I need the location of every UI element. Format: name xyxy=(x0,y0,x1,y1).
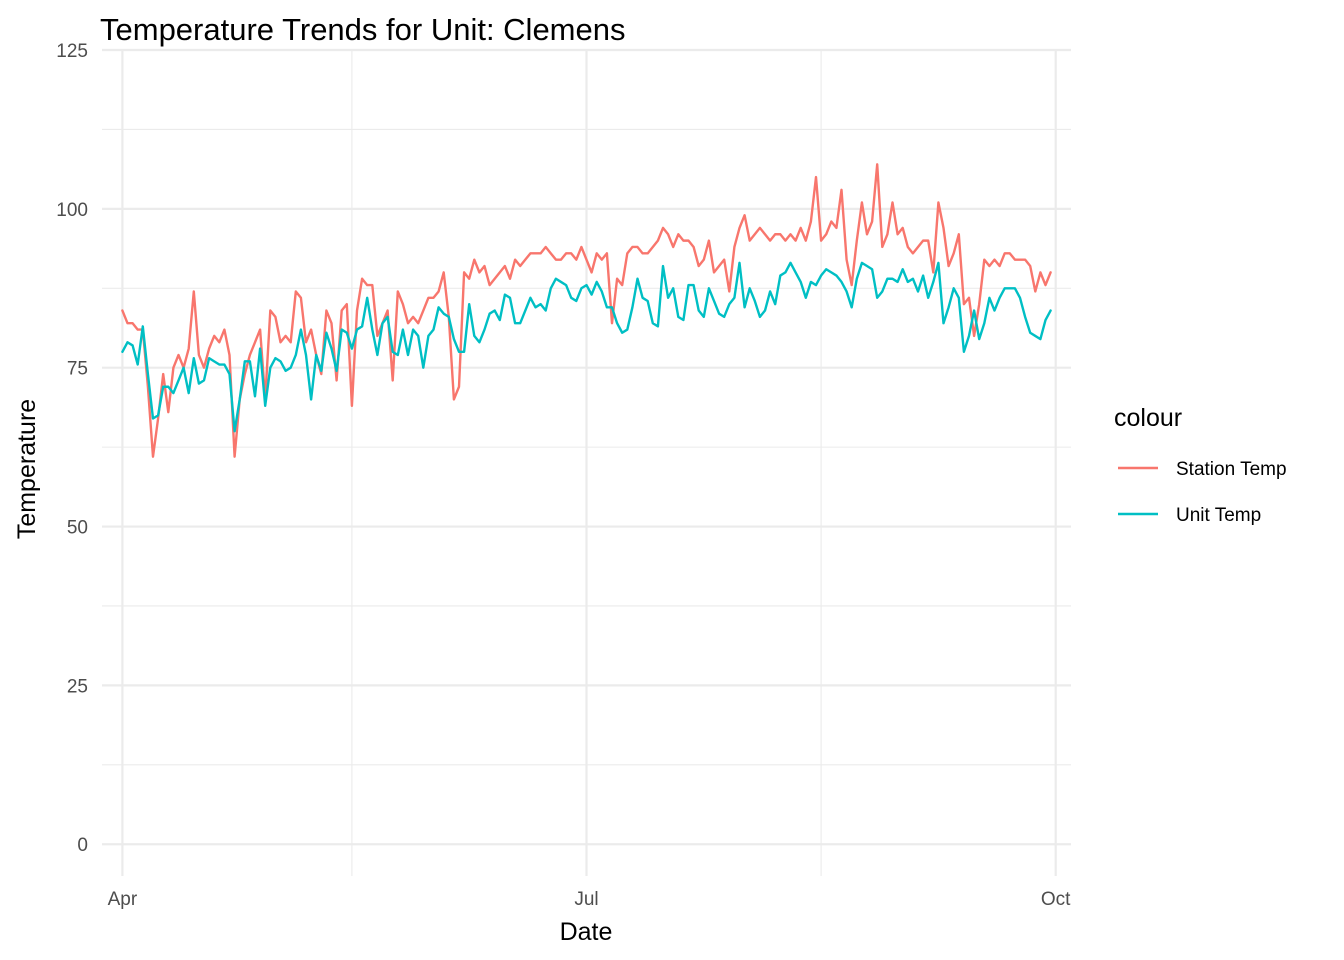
legend-label: Station Temp xyxy=(1176,459,1287,480)
series-line-unit-temp xyxy=(121,261,1052,433)
series-line-station-temp xyxy=(121,163,1052,458)
x-tick-labels: Apr Jul Oct xyxy=(108,889,1072,910)
legend-title: colour xyxy=(1114,404,1182,432)
legend-items: Station Temp Unit Temp xyxy=(1118,459,1287,526)
y-tick-label: 25 xyxy=(67,676,88,697)
x-tick-label: Jul xyxy=(574,889,598,910)
series-group xyxy=(121,163,1052,458)
legend: colour Station Temp Unit Temp xyxy=(1114,404,1287,526)
y-tick-label: 75 xyxy=(67,359,88,380)
x-tick-label: Apr xyxy=(108,889,138,910)
y-tick-label: 125 xyxy=(56,41,88,62)
chart-title: Temperature Trends for Unit: Clemens xyxy=(100,12,626,47)
y-tick-labels: 0 25 50 75 100 125 xyxy=(56,41,88,856)
y-axis-title: Temperature xyxy=(13,399,41,539)
legend-label: Unit Temp xyxy=(1176,505,1261,526)
y-tick-label: 50 xyxy=(67,518,88,539)
y-tick-label: 0 xyxy=(77,835,88,856)
x-tick-label: Oct xyxy=(1041,889,1071,910)
y-tick-label: 100 xyxy=(56,200,88,221)
grid xyxy=(102,48,1071,876)
x-axis-title: Date xyxy=(560,918,613,946)
